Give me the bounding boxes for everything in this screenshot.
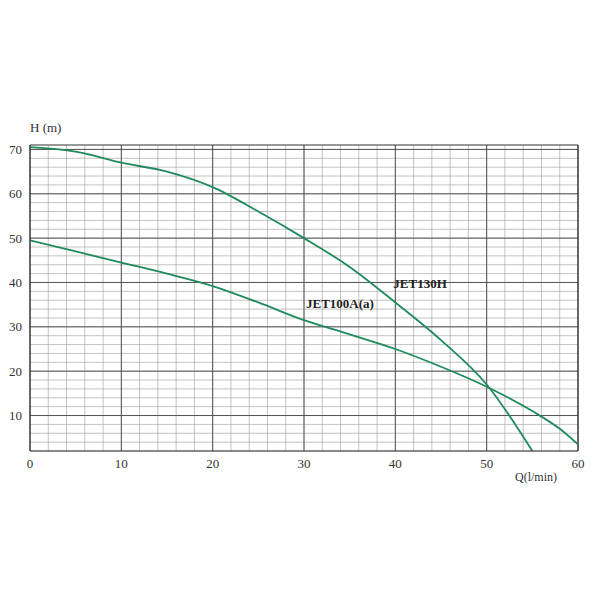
html-text:H (m): H (m)	[30, 120, 62, 135]
svg-text:30: 30	[298, 456, 311, 471]
svg-text:60: 60	[9, 186, 22, 201]
svg-text:JET130H: JET130H	[393, 276, 446, 291]
svg-text:40: 40	[389, 456, 402, 471]
svg-text:70: 70	[9, 142, 22, 157]
svg-text:30: 30	[9, 319, 22, 334]
svg-text:60: 60	[572, 456, 585, 471]
svg-text:20: 20	[9, 364, 22, 379]
svg-text:50: 50	[480, 456, 493, 471]
svg-text:10: 10	[9, 408, 22, 423]
svg-text:50: 50	[9, 231, 22, 246]
svg-text:40: 40	[9, 275, 22, 290]
svg-text:JET100A(a): JET100A(a)	[306, 296, 374, 311]
svg-text:0: 0	[27, 456, 34, 471]
html-text:Q(l/min): Q(l/min)	[515, 470, 557, 484]
svg-text:20: 20	[206, 456, 219, 471]
svg-text:10: 10	[115, 456, 128, 471]
